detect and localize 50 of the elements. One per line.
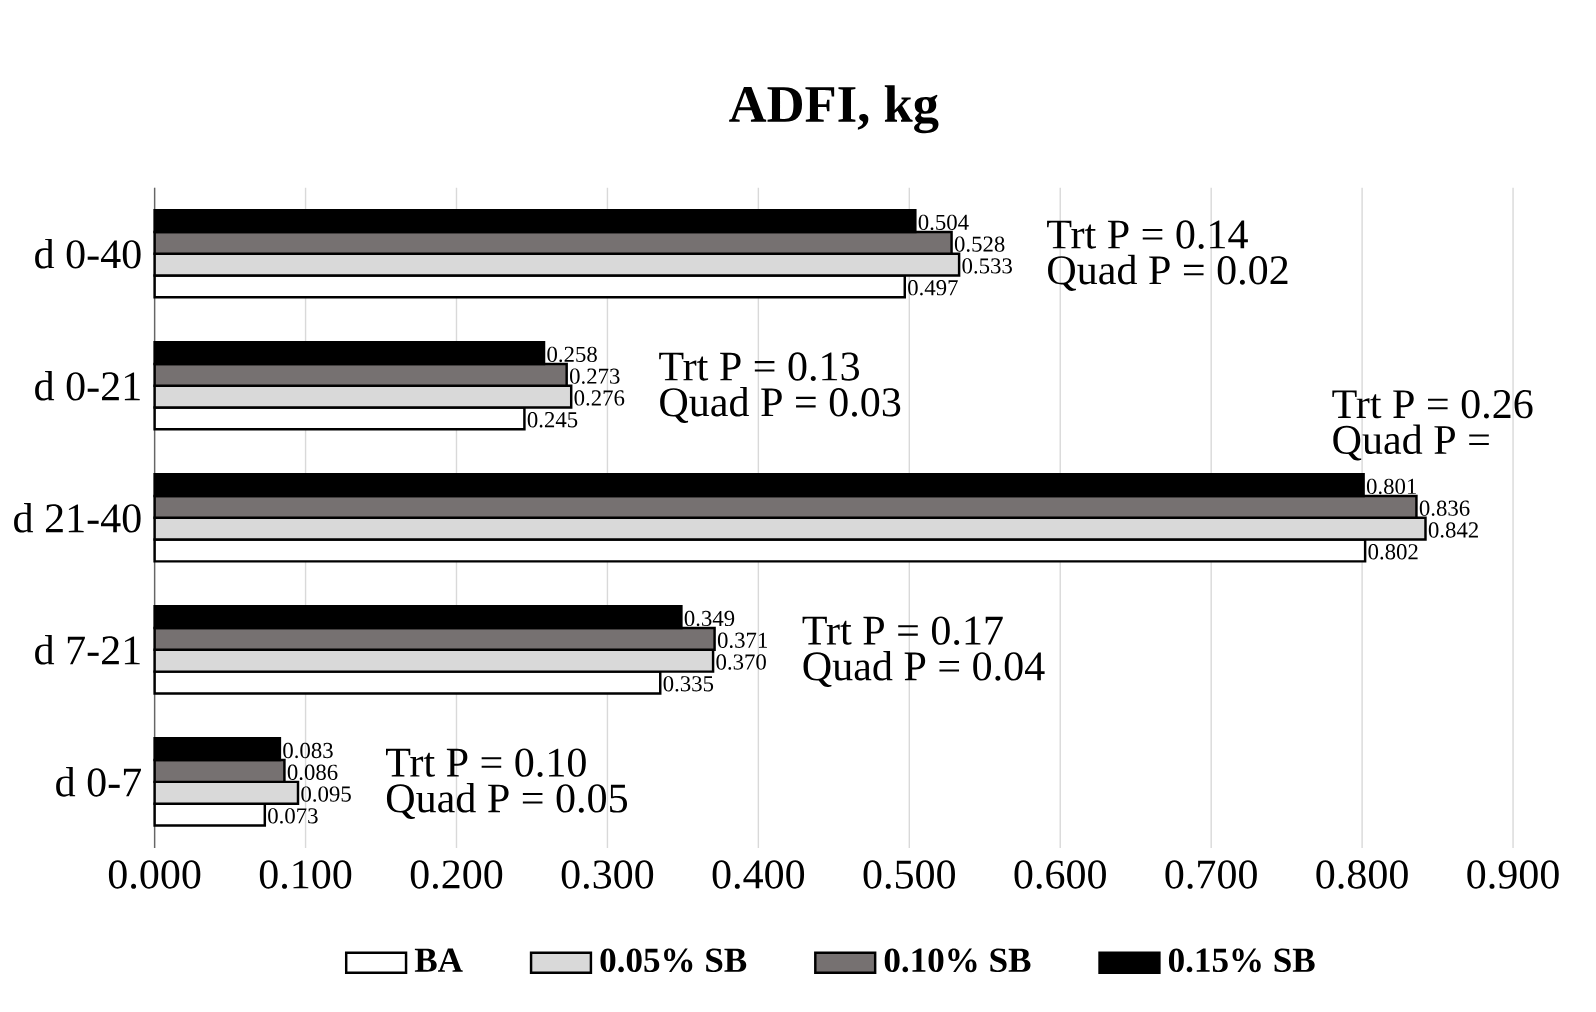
y-tick-label: d 7-21	[35, 634, 140, 665]
data-label: 0.370	[716, 654, 766, 670]
data-label: 0.836	[1419, 500, 1470, 516]
data-label: 0.533	[962, 258, 1012, 274]
annotation: Quad P =	[1333, 424, 1489, 461]
y-tick-label: d 0-21	[35, 370, 140, 401]
x-tick-label: 0.800	[1316, 860, 1408, 889]
annotation: Trt P = 0.13	[659, 352, 859, 381]
data-label: 0.276	[574, 390, 625, 406]
data-label: 0.258	[547, 346, 597, 362]
data-label: 0.801	[1366, 478, 1416, 494]
data-label: 0.842	[1428, 522, 1478, 538]
x-tick-label: 0.000	[108, 860, 201, 889]
legend-label: 0.10% SB	[884, 948, 1031, 973]
y-tick-label: d 21-40	[14, 502, 141, 533]
data-label: 0.504	[918, 214, 969, 230]
data-label: 0.273	[570, 368, 620, 384]
data-label: 0.245	[527, 411, 578, 428]
data-label: 0.349	[684, 610, 735, 626]
annotation: Trt P = 0.17	[802, 616, 1003, 645]
data-label: 0.095	[301, 786, 351, 802]
x-tick-label: 0.900	[1467, 860, 1559, 889]
annotation: Quad P = 0.05	[386, 782, 628, 819]
annotation: Quad P = 0.02	[1048, 254, 1288, 291]
annotation: Trt P = 0.26	[1332, 389, 1533, 419]
data-label: 0.802	[1368, 543, 1418, 560]
annotation: Quad P = 0.04	[803, 650, 1045, 687]
data-label: 0.073	[268, 807, 318, 824]
x-tick-label: 0.500	[863, 860, 955, 889]
y-tick-label: d 0-7	[56, 766, 141, 797]
data-label: 0.083	[283, 742, 333, 759]
annotation: Quad P = 0.03	[660, 386, 901, 423]
data-label: 0.371	[717, 632, 767, 648]
x-tick-label: 0.400	[712, 860, 805, 889]
legend-label: BA	[414, 948, 463, 972]
x-tick-label: 0.200	[410, 860, 503, 889]
data-label: 0.086	[287, 764, 338, 780]
y-tick-label: d 0-40	[35, 238, 141, 269]
legend-label: 0.05% SB	[600, 948, 747, 973]
x-tick-label: 0.700	[1165, 860, 1257, 889]
data-label: 0.497	[908, 279, 958, 296]
legend-label: 0.15% SB	[1168, 948, 1315, 973]
data-label: 0.528	[954, 236, 1005, 252]
x-tick-label: 0.600	[1014, 860, 1106, 889]
x-tick-label: 0.100	[259, 860, 352, 889]
annotation: Trt P = 0.14	[1047, 220, 1248, 249]
chart-title: ADFI, kg	[729, 84, 939, 134]
annotation: Trt P = 0.10	[386, 748, 586, 777]
data-label: 0.335	[663, 675, 714, 692]
x-tick-label: 0.300	[561, 860, 654, 889]
